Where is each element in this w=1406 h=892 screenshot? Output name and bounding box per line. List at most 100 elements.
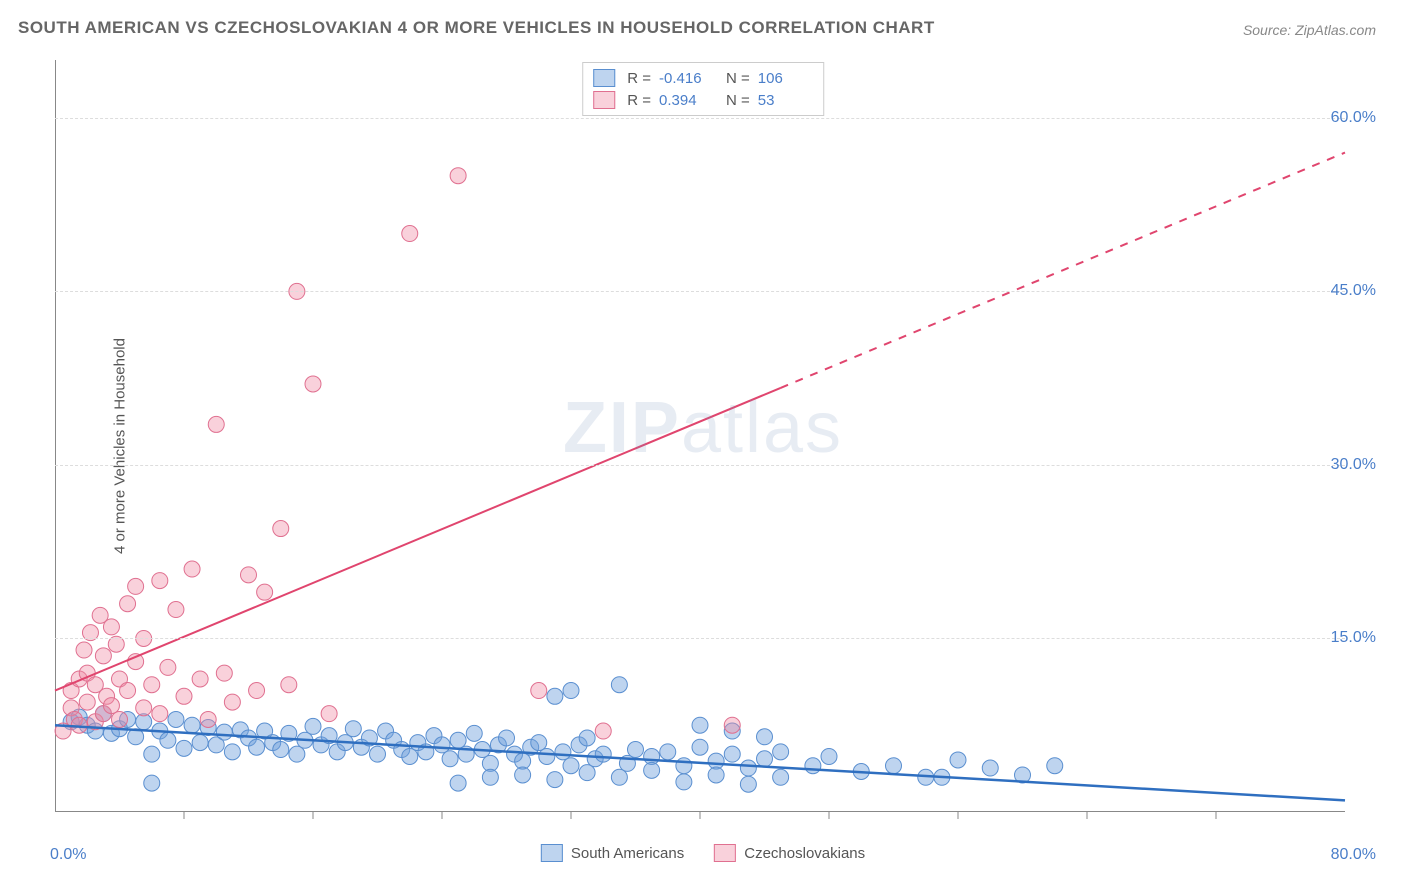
source-credit: Source: ZipAtlas.com xyxy=(1243,22,1376,38)
data-point xyxy=(345,721,361,737)
data-point xyxy=(531,735,547,751)
r-label: R = xyxy=(627,92,651,109)
data-point xyxy=(515,767,531,783)
data-point xyxy=(176,688,192,704)
gridline xyxy=(55,638,1345,639)
data-point xyxy=(370,746,386,762)
data-point xyxy=(112,711,128,727)
data-point xyxy=(184,561,200,577)
legend-swatch-1 xyxy=(593,91,615,109)
data-point xyxy=(539,748,555,764)
data-point xyxy=(595,723,611,739)
data-point xyxy=(805,758,821,774)
data-point xyxy=(176,740,192,756)
data-point xyxy=(216,724,232,740)
data-point xyxy=(144,746,160,762)
data-point xyxy=(644,762,660,778)
data-point xyxy=(499,730,515,746)
data-point xyxy=(950,752,966,768)
data-point xyxy=(249,683,265,699)
data-point xyxy=(692,717,708,733)
data-point xyxy=(168,711,184,727)
n-value-0: 106 xyxy=(758,70,813,87)
data-point xyxy=(224,744,240,760)
data-point xyxy=(128,578,144,594)
series-legend: South Americans Czechoslovakians xyxy=(541,844,865,862)
data-point xyxy=(982,760,998,776)
data-point xyxy=(257,584,273,600)
data-point xyxy=(628,742,644,758)
gridline xyxy=(55,291,1345,292)
legend-row-series-0: R = -0.416 N = 106 xyxy=(593,67,813,89)
data-point xyxy=(450,732,466,748)
data-point xyxy=(482,769,498,785)
legend-swatch-0 xyxy=(593,69,615,87)
data-point xyxy=(450,775,466,791)
data-point xyxy=(144,775,160,791)
legend-swatch-icon xyxy=(541,844,563,862)
data-point xyxy=(152,706,168,722)
data-point xyxy=(724,746,740,762)
gridline xyxy=(55,118,1345,119)
correlation-legend: R = -0.416 N = 106 R = 0.394 N = 53 xyxy=(582,62,824,116)
data-point xyxy=(1047,758,1063,774)
data-point xyxy=(103,698,119,714)
legend-item-1: Czechoslovakians xyxy=(714,844,865,862)
r-value-1: 0.394 xyxy=(659,92,714,109)
data-point xyxy=(757,751,773,767)
data-point xyxy=(192,735,208,751)
data-point xyxy=(450,168,466,184)
data-point xyxy=(224,694,240,710)
data-point xyxy=(773,744,789,760)
data-point xyxy=(160,659,176,675)
data-point xyxy=(103,619,119,635)
data-point xyxy=(95,648,111,664)
gridline xyxy=(55,465,1345,466)
data-point xyxy=(144,677,160,693)
data-point xyxy=(434,737,450,753)
data-point xyxy=(692,739,708,755)
r-value-0: -0.416 xyxy=(659,70,714,87)
legend-swatch-icon xyxy=(714,844,736,862)
data-point xyxy=(136,700,152,716)
data-point xyxy=(676,758,692,774)
data-point xyxy=(579,765,595,781)
data-point xyxy=(216,665,232,681)
data-point xyxy=(563,683,579,699)
r-label: R = xyxy=(627,70,651,87)
trend-line xyxy=(55,388,781,691)
data-point xyxy=(321,706,337,722)
data-point xyxy=(611,677,627,693)
data-point xyxy=(208,416,224,432)
data-point xyxy=(579,730,595,746)
data-point xyxy=(611,769,627,785)
legend-item-0: South Americans xyxy=(541,844,684,862)
legend-label-1: Czechoslovakians xyxy=(744,845,865,862)
data-point xyxy=(273,742,289,758)
n-value-1: 53 xyxy=(758,92,813,109)
chart-title: SOUTH AMERICAN VS CZECHOSLOVAKIAN 4 OR M… xyxy=(18,18,935,38)
data-point xyxy=(531,683,547,699)
data-point xyxy=(152,573,168,589)
data-point xyxy=(773,769,789,785)
data-point xyxy=(708,767,724,783)
y-tick-label: 15.0% xyxy=(1331,629,1376,647)
data-point xyxy=(79,694,95,710)
data-point xyxy=(563,758,579,774)
data-point xyxy=(160,732,176,748)
legend-label-0: South Americans xyxy=(571,845,684,862)
data-point xyxy=(402,748,418,764)
data-point xyxy=(305,718,321,734)
legend-row-series-1: R = 0.394 N = 53 xyxy=(593,89,813,111)
data-point xyxy=(886,758,902,774)
data-point xyxy=(289,746,305,762)
data-point xyxy=(676,774,692,790)
trend-line xyxy=(55,725,1345,800)
data-point xyxy=(184,717,200,733)
data-point xyxy=(192,671,208,687)
data-point xyxy=(555,744,571,760)
n-label: N = xyxy=(726,70,750,87)
n-label: N = xyxy=(726,92,750,109)
data-point xyxy=(200,711,216,727)
trend-line-extrapolated xyxy=(781,153,1345,388)
